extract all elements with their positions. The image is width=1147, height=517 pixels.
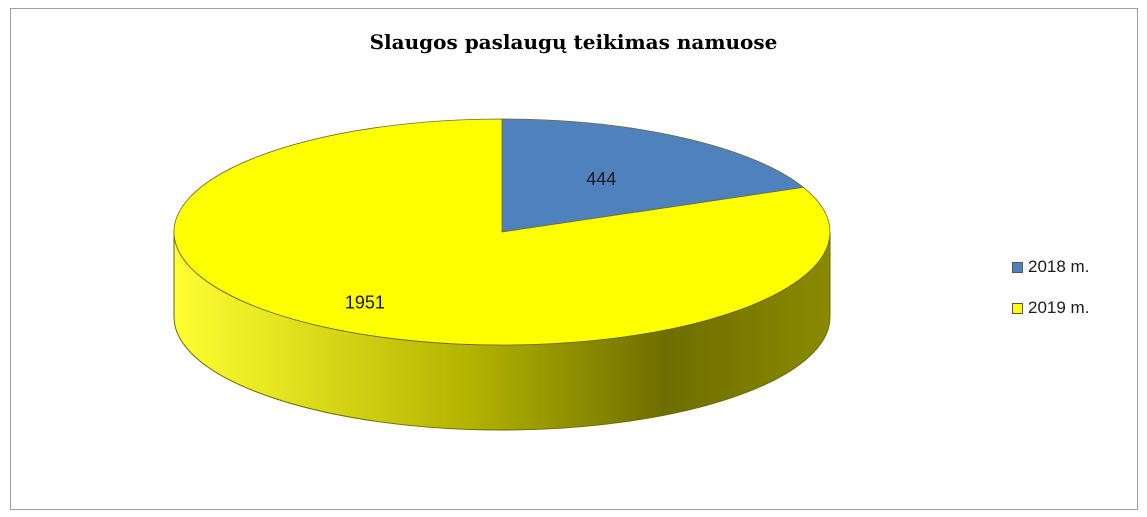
chart-title: Slaugos paslaugų teikimas namuose xyxy=(369,30,778,54)
legend-label-2018: 2018 m. xyxy=(1028,257,1090,276)
legend-item-2018: 2018 m. xyxy=(1012,256,1089,278)
legend-swatch-2019 xyxy=(1012,302,1023,314)
legend-label-2019: 2019 m. xyxy=(1028,298,1090,317)
data-label-2: 1951 xyxy=(345,292,385,312)
legend: 2018 m. 2019 m. xyxy=(1012,256,1089,338)
data-label-1: 444 xyxy=(586,169,616,189)
pie-slice-2 xyxy=(173,118,831,346)
pie-slice-1 xyxy=(501,118,805,233)
legend-item-2019: 2019 m. xyxy=(1012,297,1089,319)
legend-swatch-2018 xyxy=(1012,261,1023,273)
